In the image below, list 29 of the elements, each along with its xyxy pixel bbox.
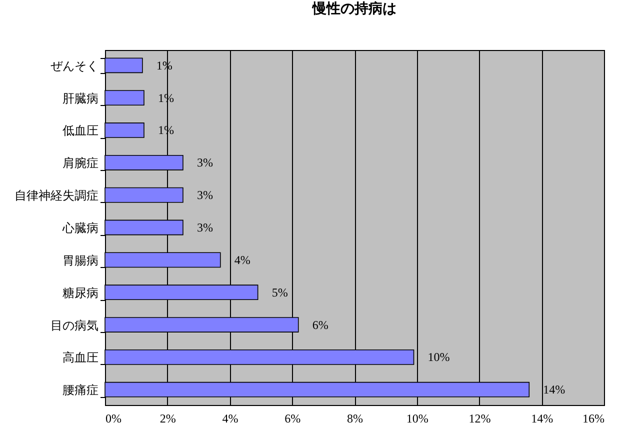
x-tick-label: 12% (468, 412, 491, 426)
x-tick-label: 0% (106, 412, 122, 426)
x-tick-label: 4% (222, 412, 238, 426)
y-tick-label: 糖尿病 (62, 286, 98, 300)
data-label: 4% (234, 252, 250, 267)
y-tick-label: 肩腕症 (62, 156, 98, 170)
data-label: 14% (543, 382, 566, 397)
y-tick-label: 低血圧 (62, 124, 98, 138)
y-tick-label: ぜんそく (50, 58, 98, 73)
y-tick-label: 心臓病 (62, 221, 98, 235)
x-tick-label: 8% (347, 412, 363, 426)
x-tick-label: 6% (284, 412, 301, 426)
y-tick-label: 腰痛症 (62, 383, 98, 398)
y-tick-label: 高血圧 (62, 350, 98, 365)
y-tick-label: 肝臓病 (62, 91, 98, 106)
y-tick-label: 目の病気 (50, 318, 98, 332)
x-tick-label: 10% (406, 412, 428, 426)
data-label: 5% (272, 285, 288, 300)
data-label: 3% (196, 156, 213, 170)
data-label: 3% (196, 188, 213, 202)
data-label: 3% (196, 220, 213, 234)
chart-title: 慢性の持病は (312, 0, 396, 17)
y-tick-label: 胃腸病 (62, 253, 98, 268)
y-tick-label: 自律神経失調症 (14, 188, 98, 203)
x-tick-label: 2% (160, 412, 176, 426)
x-tick-label: 16% (582, 412, 604, 426)
x-tick-label: 14% (531, 412, 554, 426)
data-label: 6% (312, 318, 328, 332)
data-label: 10% (428, 350, 450, 364)
